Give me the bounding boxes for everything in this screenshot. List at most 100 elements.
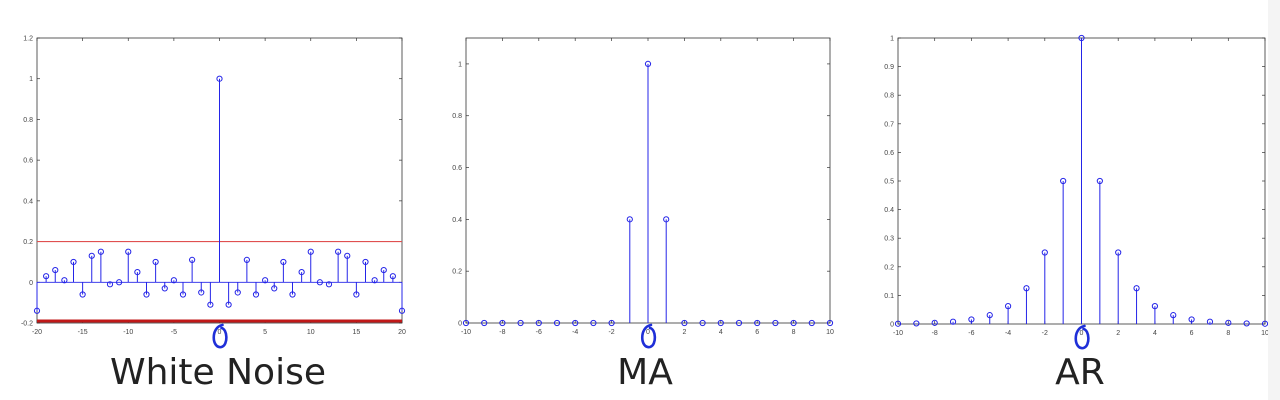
stem-marker (517, 319, 524, 327)
stem-marker (189, 256, 196, 263)
stem-marker (344, 252, 351, 259)
stem-marker (134, 269, 141, 276)
x-tick-label: 20 (398, 329, 406, 336)
x-tick-label: 6 (755, 329, 759, 336)
stem-marker (106, 281, 114, 288)
stem-marker (1078, 34, 1085, 42)
x-tick-label: -6 (968, 330, 974, 337)
stem-marker (1225, 319, 1232, 326)
x-tick-label: 6 (1190, 330, 1194, 337)
handwritten-circle-annotation (1074, 324, 1090, 350)
stem-marker (772, 319, 779, 327)
y-tick-label: 0.7 (884, 121, 894, 128)
y-tick-label: 0.8 (884, 93, 894, 100)
stem-marker (79, 291, 86, 298)
stem-marker (931, 319, 938, 326)
x-tick-label: -6 (536, 329, 542, 336)
stem-marker (325, 281, 333, 288)
x-tick-label: -10 (893, 330, 903, 337)
x-tick-label: 10 (307, 329, 315, 336)
ma-caption: MA (617, 352, 673, 393)
y-tick-label: 1 (29, 76, 33, 83)
stem-marker (143, 291, 150, 298)
x-tick-label: 8 (792, 329, 796, 336)
y-tick-label: 0.8 (23, 117, 33, 124)
stem-marker (790, 319, 797, 327)
stem-marker (152, 258, 159, 266)
stem-marker (262, 277, 269, 284)
stem-marker (986, 312, 993, 319)
stem-marker (1005, 303, 1012, 310)
stem-marker (353, 291, 360, 298)
x-tick-label: -10 (123, 329, 133, 336)
stem-marker (481, 319, 488, 327)
y-tick-label: 1.2 (23, 36, 33, 43)
x-tick-label: 4 (1153, 330, 1157, 337)
x-tick-label: -5 (171, 329, 177, 336)
handwritten-circle-annotation (212, 323, 228, 349)
stem-marker (462, 319, 470, 327)
ma-plot: -10 -8 -6 -4 -2 0 2 4 6 8 10 0 0.2 0.4 0.6 0.8 1 (452, 37, 834, 349)
stem-marker (389, 273, 396, 280)
stem-marker (699, 319, 706, 327)
y-tick-label: 0.4 (884, 207, 894, 214)
stem-marker (1133, 285, 1140, 292)
y-tick-label: -0.2 (21, 321, 33, 328)
stem-marker (280, 258, 287, 266)
stem-marker (717, 319, 724, 327)
stem-marker (1060, 177, 1067, 185)
x-tick-label: 5 (263, 329, 267, 336)
ar-plot: -10 -8 -6 -4 -2 0 2 4 6 8 10 0 0.1 0.2 0.3 0.4 0.5 0.6 0.7… (884, 34, 1269, 350)
stem-marker (499, 319, 506, 327)
stem-marker (1243, 320, 1250, 327)
stem-marker (179, 291, 187, 298)
y-tick-label: 0.2 (452, 269, 462, 276)
stem-marker (380, 266, 387, 274)
stem-marker (608, 319, 615, 327)
stem-marker (663, 216, 670, 223)
x-tick-label: -4 (1005, 330, 1011, 337)
stem-marker (116, 279, 123, 286)
y-tick-label: 0 (458, 321, 462, 328)
white-noise-caption: White Noise (110, 352, 326, 393)
stem-marker (1151, 303, 1159, 310)
stem-marker (198, 289, 205, 296)
stem-marker (125, 248, 132, 255)
stem-marker (161, 285, 168, 292)
x-tick-label: -8 (932, 330, 938, 337)
stem-marker (307, 248, 314, 255)
x-tick-label: 15 (352, 329, 360, 336)
y-tick-label: 0 (890, 322, 894, 329)
stem-marker (362, 258, 369, 266)
y-tick-label: 0.6 (884, 150, 894, 157)
stem-marker (271, 285, 278, 292)
stem-marker (553, 319, 561, 327)
stem-marker (52, 266, 59, 274)
x-tick-label: -10 (461, 329, 471, 336)
right-edge-strip (1268, 0, 1280, 400)
x-tick-label: 10 (826, 329, 834, 336)
stem-marker (1188, 316, 1195, 323)
y-tick-label: 0.3 (884, 236, 894, 243)
y-tick-label: 0.2 (23, 239, 33, 246)
stem-marker (243, 256, 250, 263)
stem-marker (1170, 312, 1177, 319)
stem-marker (913, 320, 920, 327)
stem-marker (1041, 249, 1048, 256)
x-tick-label: -15 (78, 329, 88, 336)
y-tick-label: 0 (29, 280, 33, 287)
stem-marker (735, 319, 743, 327)
stem-marker (335, 248, 342, 255)
x-tick-label: 8 (1226, 330, 1230, 337)
stem-marker (754, 319, 761, 327)
stem-marker (681, 319, 688, 327)
y-tick-label: 0.4 (23, 198, 33, 205)
stem-marker (644, 60, 652, 68)
white-noise-plot: -20 -15 -10 -5 0 5 10 15 20 -0.2 0 0.2 0.4 0.6 0.8 1 1.2 (21, 36, 406, 349)
stem-marker (298, 269, 305, 276)
y-tick-label: 0.9 (884, 64, 894, 71)
stem-marker (43, 273, 50, 280)
stem-marker (70, 258, 77, 266)
y-tick-label: 0.6 (452, 165, 462, 172)
x-tick-label: -20 (32, 329, 42, 336)
